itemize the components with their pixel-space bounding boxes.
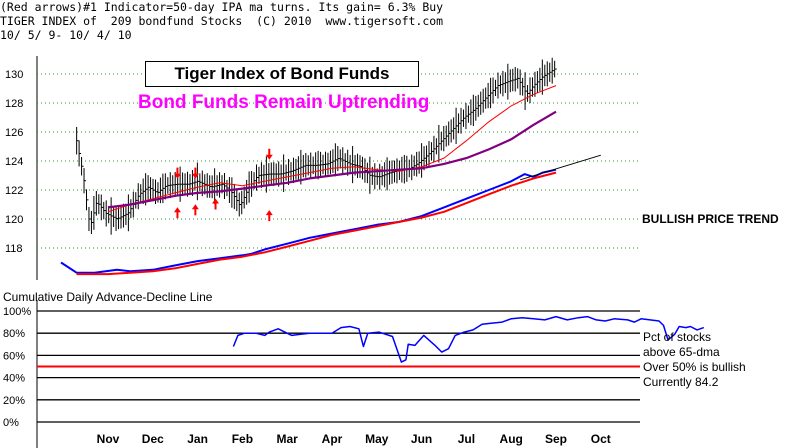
- upper-y-tick-label: 120: [5, 214, 23, 226]
- note-line-3: Over 50% is bullish: [643, 360, 746, 374]
- down-arrow: [191, 167, 199, 179]
- upper-y-tick-label: 118: [5, 243, 23, 255]
- trendline-series: [520, 154, 601, 181]
- up-arrow: [212, 198, 220, 210]
- x-tick-label: May: [365, 432, 389, 446]
- x-tick-label: Jan: [187, 432, 208, 446]
- trend-label: BULLISH PRICE TREND: [642, 212, 779, 226]
- lower-y-tick-label: 40%: [3, 373, 25, 385]
- x-tick-label: Oct: [591, 432, 611, 446]
- lower-y-tick-label: 60%: [3, 350, 25, 362]
- chart-subtitle: Bond Funds Remain Uptrending: [138, 92, 430, 113]
- note-line-1: Pct of stocks: [643, 330, 712, 344]
- x-tick-label: Apr: [322, 432, 343, 446]
- x-tick-label: Aug: [500, 432, 523, 446]
- up-arrow: [191, 204, 199, 216]
- ad-line-series: [60, 168, 557, 274]
- up-arrow: [265, 210, 273, 222]
- lower-y-tick-label: 20%: [3, 395, 25, 407]
- ad-ma-series: [76, 171, 557, 276]
- x-tick-label: Feb: [232, 432, 253, 446]
- upper-y-tick-label: 128: [5, 98, 23, 110]
- x-tick-label: Jun: [411, 432, 432, 446]
- x-tick-label: Dec: [142, 432, 164, 446]
- chart-title: Tiger Index of Bond Funds: [145, 61, 419, 87]
- x-tick-label: Mar: [277, 432, 299, 446]
- note-line-2: above 65-dma: [643, 345, 720, 359]
- lower-y-tick-label: 100%: [3, 306, 31, 318]
- down-arrow: [173, 167, 181, 179]
- upper-y-tick-label: 126: [5, 127, 23, 139]
- upper-y-tick-label: 122: [5, 185, 23, 197]
- upper-y-tick-label: 130: [5, 69, 23, 81]
- x-tick-label: Nov: [97, 432, 120, 446]
- lower-y-tick-label: 0%: [3, 417, 19, 429]
- up-arrow: [173, 207, 181, 219]
- ma50-series: [107, 85, 557, 213]
- note-line-4: Currently 84.2: [643, 375, 719, 389]
- upper-y-tick-label: 124: [5, 156, 23, 168]
- header-line-2: TIGER INDEX of 209 bondfund Stocks (C) 2…: [0, 14, 444, 28]
- pct-above-65dma-series: [232, 315, 705, 363]
- lower-y-tick-label: 80%: [3, 328, 25, 340]
- down-arrow: [265, 148, 273, 160]
- ma200-series: [107, 110, 557, 209]
- x-tick-label: Jul: [458, 432, 475, 446]
- lower-panel-title: Cumulative Daily Advance-Decline Line: [3, 290, 213, 304]
- header-line-1: (Red arrows)#1 Indicator=50-day IPA ma t…: [0, 0, 444, 14]
- x-tick-label: Sep: [545, 432, 567, 446]
- header-line-3: 10/ 5/ 9- 10/ 4/ 10: [0, 28, 132, 42]
